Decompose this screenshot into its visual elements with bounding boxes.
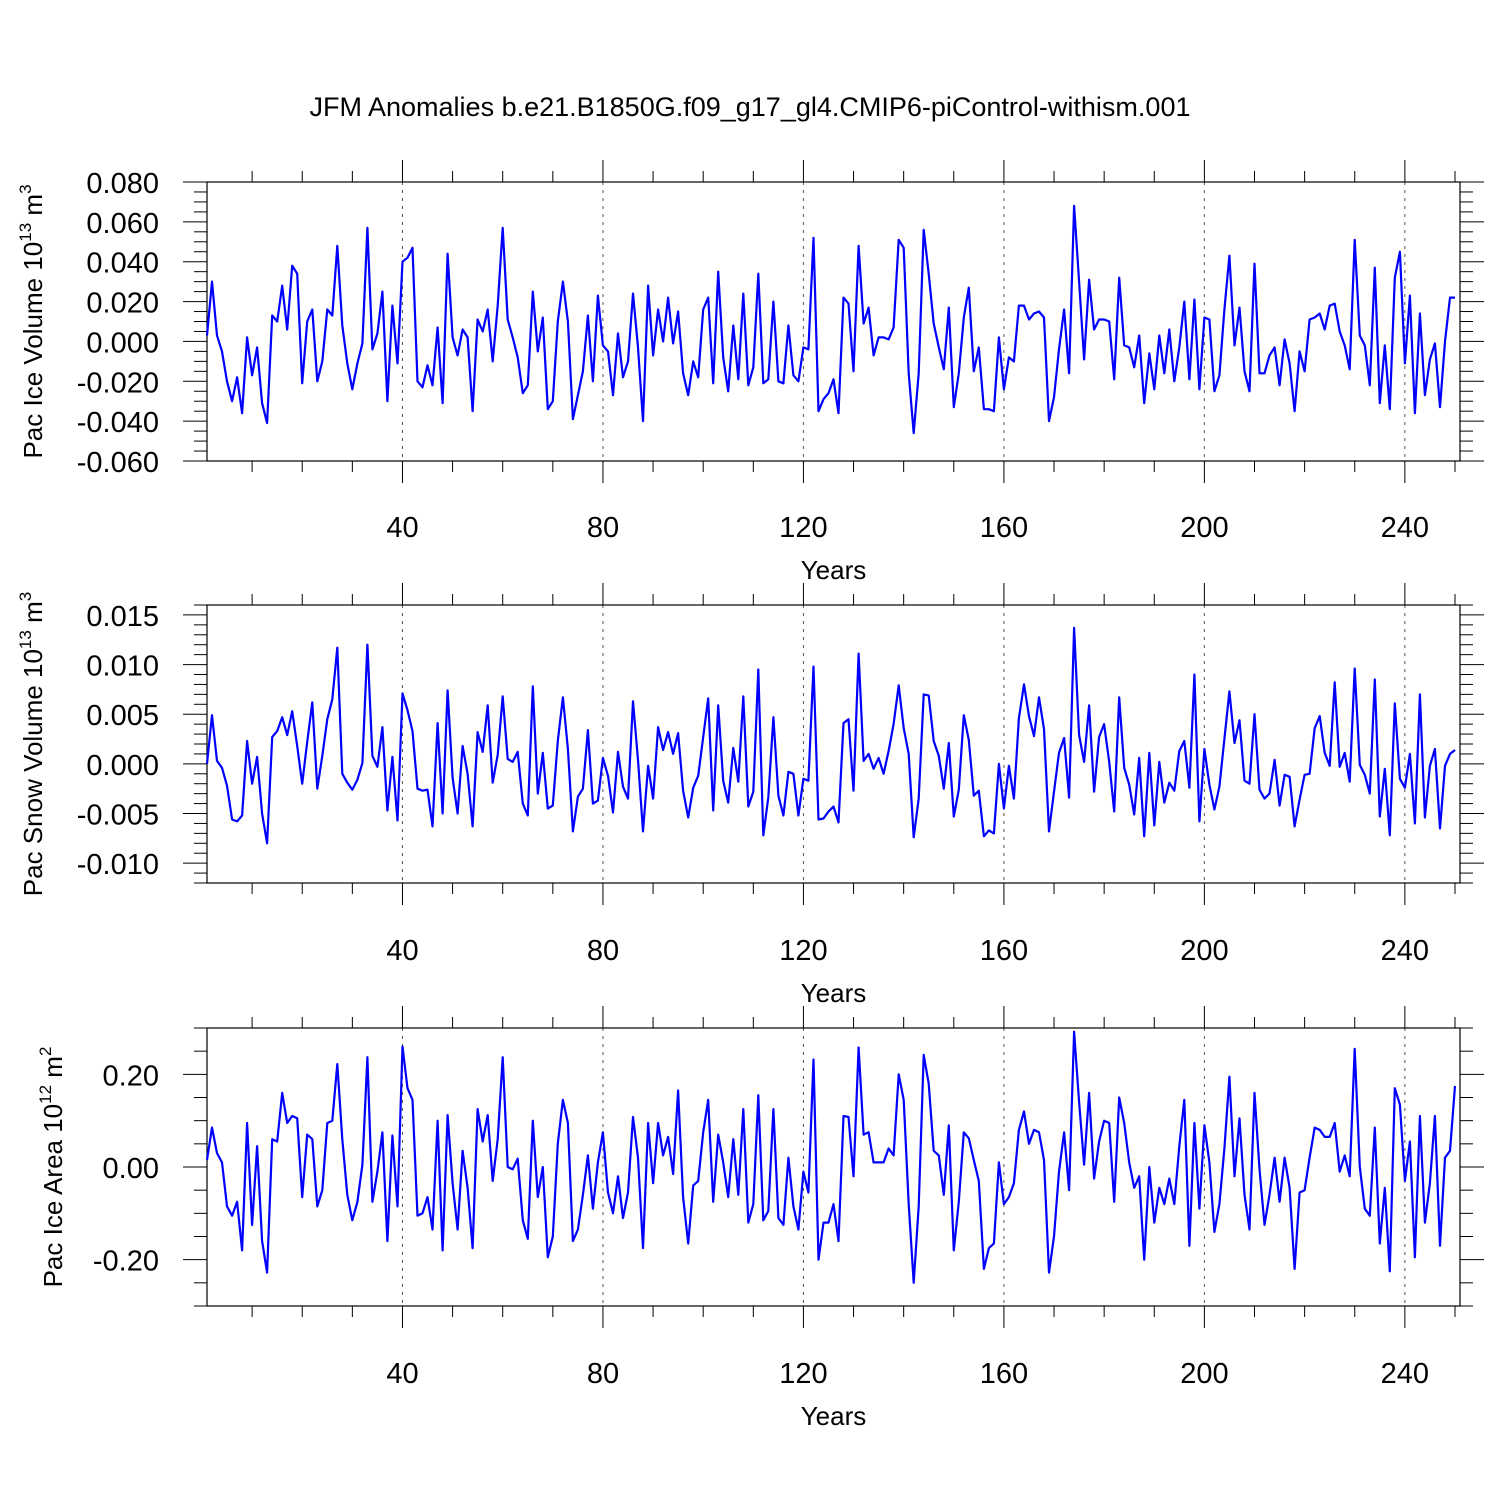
x-tick-label: 160 <box>980 512 1028 544</box>
x-tick-label: 240 <box>1381 512 1429 544</box>
x-tick-label: 200 <box>1180 1358 1228 1390</box>
panel-pac-snow-volume: 40 80 120 160 200 240 Years -0.010 -0.005 0.000 0.… <box>16 583 1484 1008</box>
y-tick-label: 0.000 <box>86 750 159 782</box>
y-axis-label-base: Pac Snow Volume 10 <box>18 649 48 896</box>
y-axis-label-unit: m <box>38 1056 68 1085</box>
plot-frame <box>206 604 1461 884</box>
x-tick-label: 160 <box>980 935 1028 967</box>
x-tick-label: 40 <box>386 512 418 544</box>
y-tick-label: 0.000 <box>86 327 159 359</box>
x-axis-label: Years <box>801 1401 867 1431</box>
x-tick-label: 120 <box>779 512 827 544</box>
y-tick-label: -0.040 <box>77 407 159 439</box>
x-tick-label: 200 <box>1180 935 1228 967</box>
y-tick-label: -0.20 <box>93 1246 159 1278</box>
panel-pac-ice-volume: 40 80 120 160 200 240 Years -0.060 -0.040 -0.020 0… <box>16 160 1484 585</box>
y-tick-label: 0.00 <box>103 1153 159 1185</box>
y-axis-label-base: Pac Ice Area 10 <box>38 1104 68 1288</box>
y-axis-label-exponent: 12 <box>36 1085 55 1104</box>
x-axis-label: Years <box>801 978 867 1008</box>
y-axis-label: Pac Ice Area 1012 m2 <box>36 1047 68 1288</box>
series-line <box>205 204 1455 435</box>
y-axis-label-exponent: 13 <box>16 223 35 242</box>
y-axis-label-unit-exponent: 3 <box>16 592 35 601</box>
y-tick-label: -0.020 <box>77 367 159 399</box>
x-tick-label: 80 <box>587 935 619 967</box>
y-axis-label-base: Pac Ice Volume 10 <box>18 242 48 459</box>
chart-title: JFM Anomalies b.e21.B1850G.f09_g17_gl4.C… <box>309 92 1191 122</box>
y-tick-label: 0.040 <box>86 248 159 280</box>
y-tick-label: -0.010 <box>77 849 159 881</box>
y-tick-label: 0.010 <box>86 651 159 683</box>
x-tick-label: 240 <box>1381 935 1429 967</box>
y-tick-label: 0.060 <box>86 208 159 240</box>
panel-pac-ice-area: 40 80 120 160 200 240 Years -0.20 0.00 0.20 Pac Ic… <box>36 1006 1484 1431</box>
plot-frame <box>206 181 1461 462</box>
y-tick-label: 0.015 <box>86 601 159 633</box>
x-tick-label: 80 <box>587 512 619 544</box>
x-tick-label: 40 <box>386 1358 418 1390</box>
x-tick-label: 240 <box>1381 1358 1429 1390</box>
x-tick-label: 120 <box>779 1358 827 1390</box>
y-tick-label: 0.20 <box>103 1060 159 1092</box>
y-axis-label-exponent: 13 <box>16 630 35 649</box>
series-line <box>205 626 1456 845</box>
x-tick-label: 120 <box>779 935 827 967</box>
y-axis-label-unit: m <box>18 194 48 223</box>
y-tick-label: 0.005 <box>86 700 159 732</box>
y-tick-label: -0.005 <box>77 800 159 832</box>
y-axis-label: Pac Snow Volume 1013 m3 <box>16 592 48 896</box>
x-axis-label: Years <box>801 555 867 585</box>
y-axis-label-unit: m <box>18 601 48 630</box>
x-tick-label: 160 <box>980 1358 1028 1390</box>
y-axis-label-unit-exponent: 3 <box>16 184 35 193</box>
x-tick-label: 40 <box>386 935 418 967</box>
y-axis-label: Pac Ice Volume 1013 m3 <box>16 184 48 458</box>
x-tick-label: 80 <box>587 1358 619 1390</box>
y-tick-label: 0.080 <box>86 168 159 200</box>
y-axis-label-unit-exponent: 2 <box>36 1047 55 1056</box>
x-tick-label: 200 <box>1180 512 1228 544</box>
y-tick-label: -0.060 <box>77 447 159 479</box>
y-tick-label: 0.020 <box>86 288 159 320</box>
series-line <box>205 1030 1457 1284</box>
